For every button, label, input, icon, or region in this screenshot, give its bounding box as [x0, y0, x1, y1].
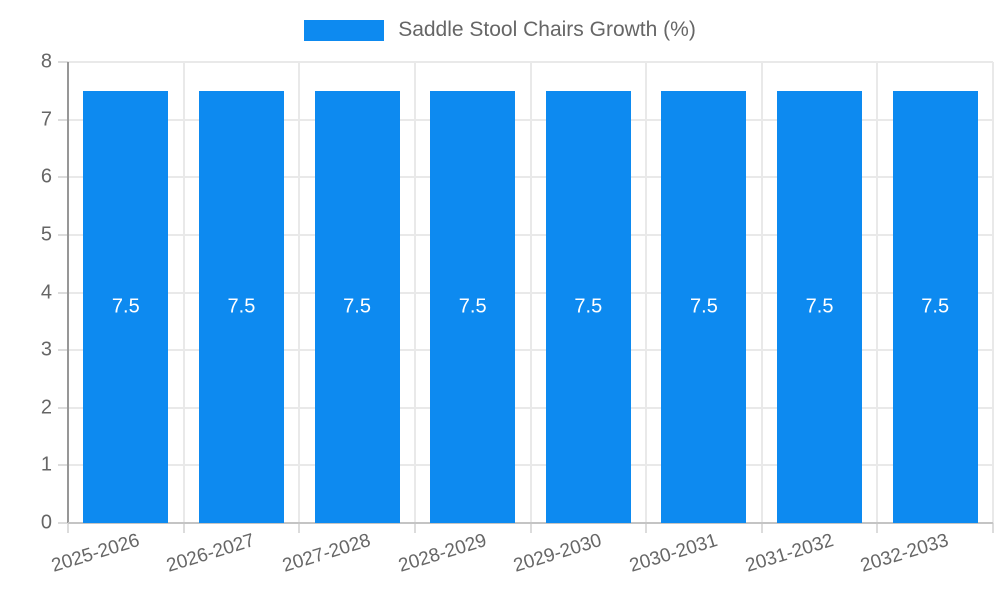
x-tick-mark — [182, 523, 185, 533]
y-tick-mark — [58, 522, 68, 524]
legend[interactable]: Saddle Stool Chairs Growth (%) — [0, 18, 1000, 42]
y-tick-label: 1 — [40, 453, 52, 476]
y-tick-mark — [58, 61, 68, 63]
bar-value-label: 7.5 — [921, 295, 950, 318]
y-tick-label: 2 — [40, 396, 52, 419]
bar-2029-2030[interactable]: 7.5 — [545, 90, 631, 523]
bar-2031-2032[interactable]: 7.5 — [777, 90, 863, 523]
x-tick-mark — [529, 523, 532, 533]
y-tick-label: 4 — [40, 281, 52, 304]
v-gridline — [529, 62, 532, 523]
x-tick-mark — [67, 523, 69, 533]
bar-value-label: 7.5 — [111, 295, 140, 318]
bar-value-label: 7.5 — [458, 295, 487, 318]
v-gridline — [182, 62, 185, 523]
y-tick-label: 7 — [40, 108, 52, 131]
v-gridline — [992, 62, 994, 523]
bar-value-label: 7.5 — [227, 295, 256, 318]
x-tick-mark — [876, 523, 879, 533]
bar-2030-2031[interactable]: 7.5 — [661, 90, 747, 523]
y-tick-mark — [58, 464, 68, 467]
v-gridline — [413, 62, 416, 523]
y-tick-label: 0 — [40, 511, 52, 534]
y-tick-label: 5 — [40, 223, 52, 246]
v-gridline — [645, 62, 648, 523]
y-tick-label: 8 — [40, 50, 52, 73]
x-tick-mark — [298, 523, 301, 533]
bar-2025-2026[interactable]: 7.5 — [83, 90, 169, 523]
v-gridline — [298, 62, 301, 523]
y-tick-mark — [58, 176, 68, 179]
v-gridline — [760, 62, 763, 523]
x-tick-mark — [992, 523, 994, 533]
y-tick-mark — [58, 349, 68, 352]
x-tick-mark — [760, 523, 763, 533]
y-tick-label: 3 — [40, 338, 52, 361]
legend-swatch[interactable] — [304, 19, 385, 41]
bar-2028-2029[interactable]: 7.5 — [430, 90, 516, 523]
y-tick-mark — [58, 118, 68, 121]
bar-2027-2028[interactable]: 7.5 — [314, 90, 400, 523]
x-tick-mark — [413, 523, 416, 533]
y-tick-mark — [58, 233, 68, 236]
bar-value-label: 7.5 — [805, 295, 834, 318]
bar-2026-2027[interactable]: 7.5 — [198, 90, 284, 523]
x-tick-mark — [645, 523, 648, 533]
v-gridline — [876, 62, 879, 523]
y-tick-mark — [58, 406, 68, 409]
bar-2032-2033[interactable]: 7.5 — [892, 90, 978, 523]
y-tick-label: 6 — [40, 165, 52, 188]
bar-value-label: 7.5 — [690, 295, 718, 318]
legend-label[interactable]: Saddle Stool Chairs Growth (%) — [398, 18, 696, 41]
bar-value-label: 7.5 — [343, 295, 371, 318]
bar-value-label: 7.5 — [574, 295, 603, 318]
plot-area: 0 1 2 3 4 5 6 7 8 7.5 7.5 7.5 7.5 7.5 7.5 7.5 7.5 — [41, 52, 994, 533]
x-axis-line — [68, 522, 993, 524]
y-axis-line — [67, 62, 69, 523]
y-tick-mark — [58, 291, 68, 294]
